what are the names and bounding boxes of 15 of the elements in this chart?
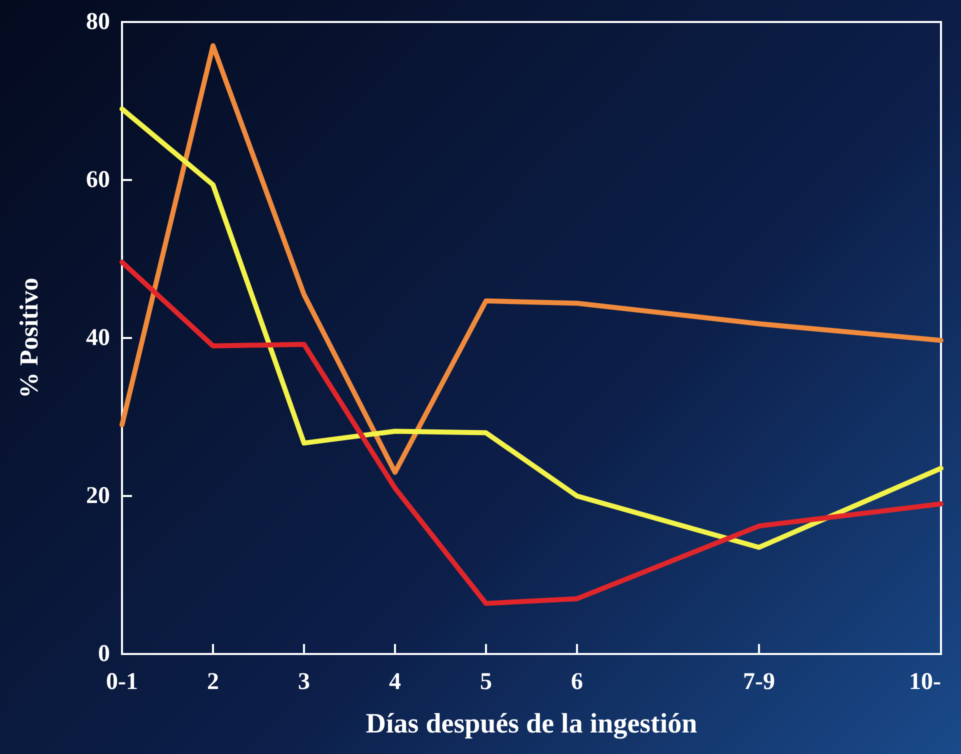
y-tick-label: 60: [86, 167, 110, 193]
x-tick-label: 6: [571, 669, 583, 695]
x-tick-label: 3: [298, 669, 310, 695]
y-tick-label: 80: [86, 9, 110, 35]
y-tick-label: 0: [98, 641, 110, 667]
x-tick-label: 5: [480, 669, 492, 695]
x-tick-label: 0-1: [106, 669, 138, 695]
x-axis-title: Días después de la ingestión: [366, 708, 698, 740]
x-tick-label: 7-9: [743, 669, 775, 695]
x-tick-label: 10-: [909, 669, 941, 695]
y-tick-label: 20: [86, 483, 110, 509]
x-tick-label: 2: [207, 669, 219, 695]
y-axis-title: % Positivo: [14, 278, 44, 398]
x-tick-label: 4: [389, 669, 401, 695]
y-tick-label: 40: [86, 325, 110, 351]
